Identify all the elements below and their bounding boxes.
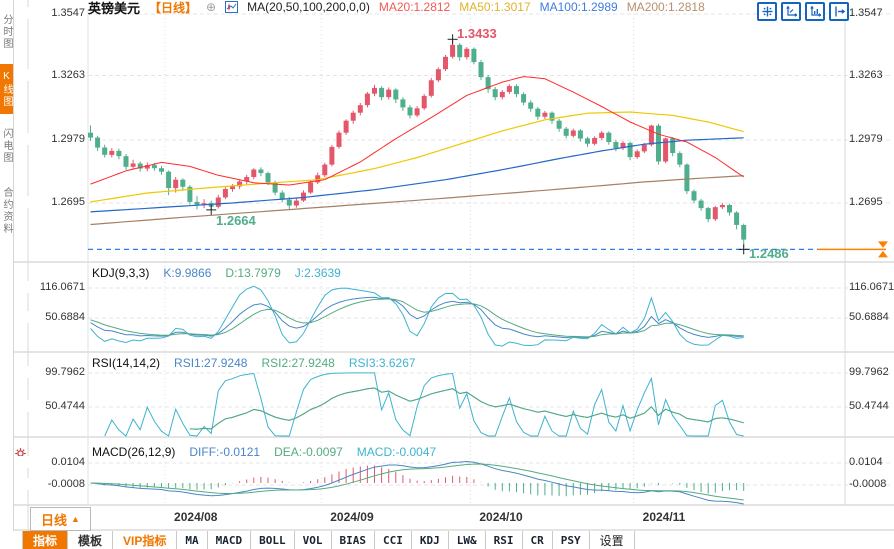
- kdj-k-value: K:9.9866: [163, 266, 212, 280]
- kdj-lines-layer: [90, 285, 744, 347]
- y-axis-label: -0.0008: [849, 478, 887, 490]
- sidebar-item-flash[interactable]: 闪电图: [1, 128, 12, 164]
- x-axis-month-label: 2024/08: [174, 510, 218, 524]
- period-selector[interactable]: 日线 ▲: [30, 507, 91, 531]
- y-axis-label: 1.2695: [8, 196, 85, 208]
- rsi1-value: RSI1:27.9248: [174, 356, 248, 370]
- tab-kdj[interactable]: KDJ: [412, 531, 449, 549]
- y-axis-label: 1.3263: [849, 68, 883, 81]
- sidebar: 分时图 K线图 闪电图 合约资料: [0, 0, 14, 549]
- kdj-j-value: J:2.3639: [294, 266, 341, 280]
- y-axis-label: 50.6884: [849, 311, 889, 323]
- last-price-line: [88, 241, 888, 258]
- extreme-markers-layer: [206, 34, 749, 255]
- tab-bias[interactable]: BIAS: [332, 531, 375, 549]
- ma100-value: MA100:1.2989: [539, 0, 618, 14]
- chart-toolbar: [757, 2, 849, 21]
- y-axis-label: -0.0008: [8, 478, 85, 490]
- ma200-value: MA200:1.2818: [626, 0, 705, 14]
- y-axis-label: 1.3263: [8, 68, 85, 81]
- tab-settings[interactable]: 设置: [590, 531, 635, 549]
- ma20-value: MA20:1.2812: [378, 0, 451, 14]
- y-axis-label: 116.0671: [8, 281, 85, 293]
- tab-indicators[interactable]: 指标: [23, 531, 69, 549]
- sidebar-item-kline[interactable]: K线图: [0, 64, 13, 114]
- y-axis-label: 0.0104: [8, 456, 85, 468]
- y-axis-label: 1.2979: [849, 133, 883, 145]
- high-price-label: 1.3433: [457, 26, 497, 41]
- tab-cci[interactable]: CCI: [375, 531, 412, 549]
- macd-dea-value: DEA:-0.0097: [274, 445, 343, 459]
- symbol-name: 英镑美元: [88, 0, 141, 16]
- rsi-header: RSI(14,14,2) RSI1:27.9248 RSI2:27.9248 R…: [92, 356, 416, 370]
- kdj-header: KDJ(9,3,3) K:9.9866 D:13.7979 J:2.3639: [92, 266, 341, 280]
- period-selector-label: 日线: [41, 512, 68, 528]
- macd-diff-value: DIFF:-0.0121: [189, 445, 261, 459]
- add-indicator-icon[interactable]: ⊕: [206, 0, 217, 14]
- tab-rsi[interactable]: RSI: [486, 531, 523, 549]
- chart-window-icon[interactable]: [225, 1, 239, 13]
- panel-borders-layer: [13, 0, 894, 549]
- kdj-title: KDJ(9,3,3): [92, 266, 150, 280]
- tab-vol[interactable]: VOL: [295, 531, 332, 549]
- y-axis-label: 0.0104: [849, 456, 883, 468]
- axis-scale-icon[interactable]: [781, 2, 801, 21]
- y-axis-label: 99.7962: [849, 366, 889, 378]
- rsi3-value: RSI3:3.6267: [348, 356, 416, 370]
- axis-bars-icon[interactable]: [805, 2, 825, 21]
- tab-vip-indicators[interactable]: VIP指标: [113, 531, 178, 549]
- rsi-lines-layer: [104, 372, 744, 437]
- macd-title: MACD(26,12,9): [92, 445, 176, 459]
- triangle-up-icon: ▲: [71, 514, 80, 524]
- tab-lwr[interactable]: LW&: [449, 531, 486, 549]
- bottom-tabbar: 指标 模板 VIP指标 MA MACD BOLL VOL BIAS CCI KD…: [13, 531, 894, 549]
- y-axis-label: 116.0671: [849, 281, 894, 293]
- macd-header: MACD(26,12,9) DIFF:-0.0121 DEA:-0.0097 M…: [92, 445, 436, 459]
- ma50-value: MA50:1.3017: [459, 0, 531, 14]
- y-axis-label: 1.3547: [8, 7, 85, 19]
- tab-psy[interactable]: PSY: [553, 531, 590, 549]
- tabbar-spacer: [13, 531, 23, 549]
- sidebar-item-timeline[interactable]: 分时图: [1, 14, 12, 50]
- rsi2-value: RSI2:27.9248: [261, 356, 335, 370]
- kdj-d-value: D:13.7979: [225, 266, 281, 280]
- y-axis-label: 1.2979: [8, 133, 85, 145]
- y-axis-label: 50.4744: [8, 400, 85, 412]
- y-axis-label: 50.4744: [849, 400, 889, 412]
- macd-macd-value: MACD:-0.0047: [356, 445, 437, 459]
- last-price-label: 1.2486: [749, 246, 789, 261]
- y-axis-label: 99.7962: [8, 366, 85, 378]
- ma-lines-layer: [90, 76, 744, 226]
- candles-layer: [88, 39, 747, 250]
- x-axis-month-label: 2024/10: [479, 510, 523, 524]
- x-axis-month-label: 2024/11: [642, 510, 686, 524]
- x-axis-month-label: 2024/09: [330, 510, 374, 524]
- chart-header: 英镑美元 【日线】 ⊕ MA(20,50,100,200,0,0) MA20:1…: [88, 0, 705, 16]
- period-tag[interactable]: 【日线】: [149, 0, 198, 15]
- rsi-title: RSI(14,14,2): [92, 356, 161, 370]
- sidebar-item-contract-info[interactable]: 合约资料: [1, 187, 12, 235]
- gridlines-layer: [88, 13, 890, 505]
- y-axis-label: 1.2695: [849, 196, 883, 208]
- tab-macd[interactable]: MACD: [208, 531, 252, 549]
- low-price-label: 1.2664: [216, 213, 256, 228]
- y-axis-label: 50.6884: [8, 311, 85, 323]
- crosshair-icon[interactable]: [757, 2, 777, 21]
- tab-boll[interactable]: BOLL: [251, 531, 295, 549]
- ma-settings-label: MA(20,50,100,200,0,0): [247, 0, 370, 14]
- y-axis-label: 1.3547: [849, 7, 883, 19]
- tab-ma[interactable]: MA: [177, 531, 208, 549]
- tab-cr[interactable]: CR: [523, 531, 553, 549]
- tab-templates[interactable]: 模板: [68, 531, 114, 549]
- pan-right-icon[interactable]: [829, 2, 849, 21]
- macd-layer: [90, 460, 745, 505]
